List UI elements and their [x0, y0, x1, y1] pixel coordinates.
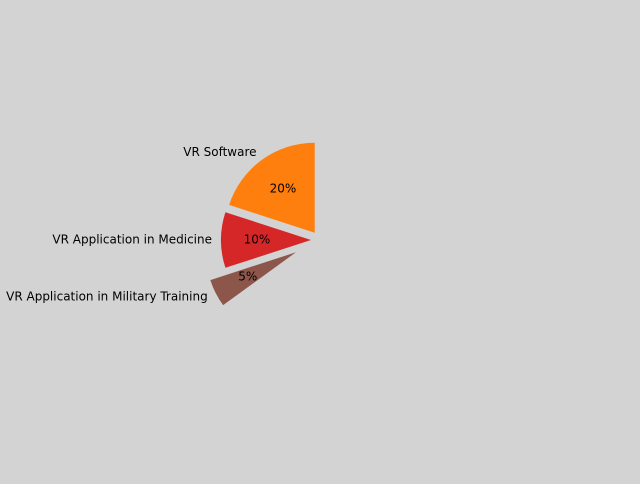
- pie-slice-category-label: VR Application in Medicine: [52, 233, 212, 247]
- pie-slice-percent-label: 5%: [238, 269, 257, 283]
- pie-slice-vr-application-in-military-training: [210, 252, 296, 306]
- pie-slice-vr-software: [229, 142, 315, 233]
- slices-layer: [210, 142, 315, 306]
- pie-slice-category-label: VR Application in Military Training: [6, 290, 208, 304]
- labels-layer: 20% VR Software 10% VR Application in Medic…: [6, 145, 296, 304]
- pie-slice-vr-application-in-medicine: [221, 212, 311, 268]
- pie-slice-category-label: VR Software: [183, 145, 256, 159]
- pie-slice-percent-label: 10%: [244, 233, 271, 247]
- pie-slice-percent-label: 20%: [270, 182, 297, 196]
